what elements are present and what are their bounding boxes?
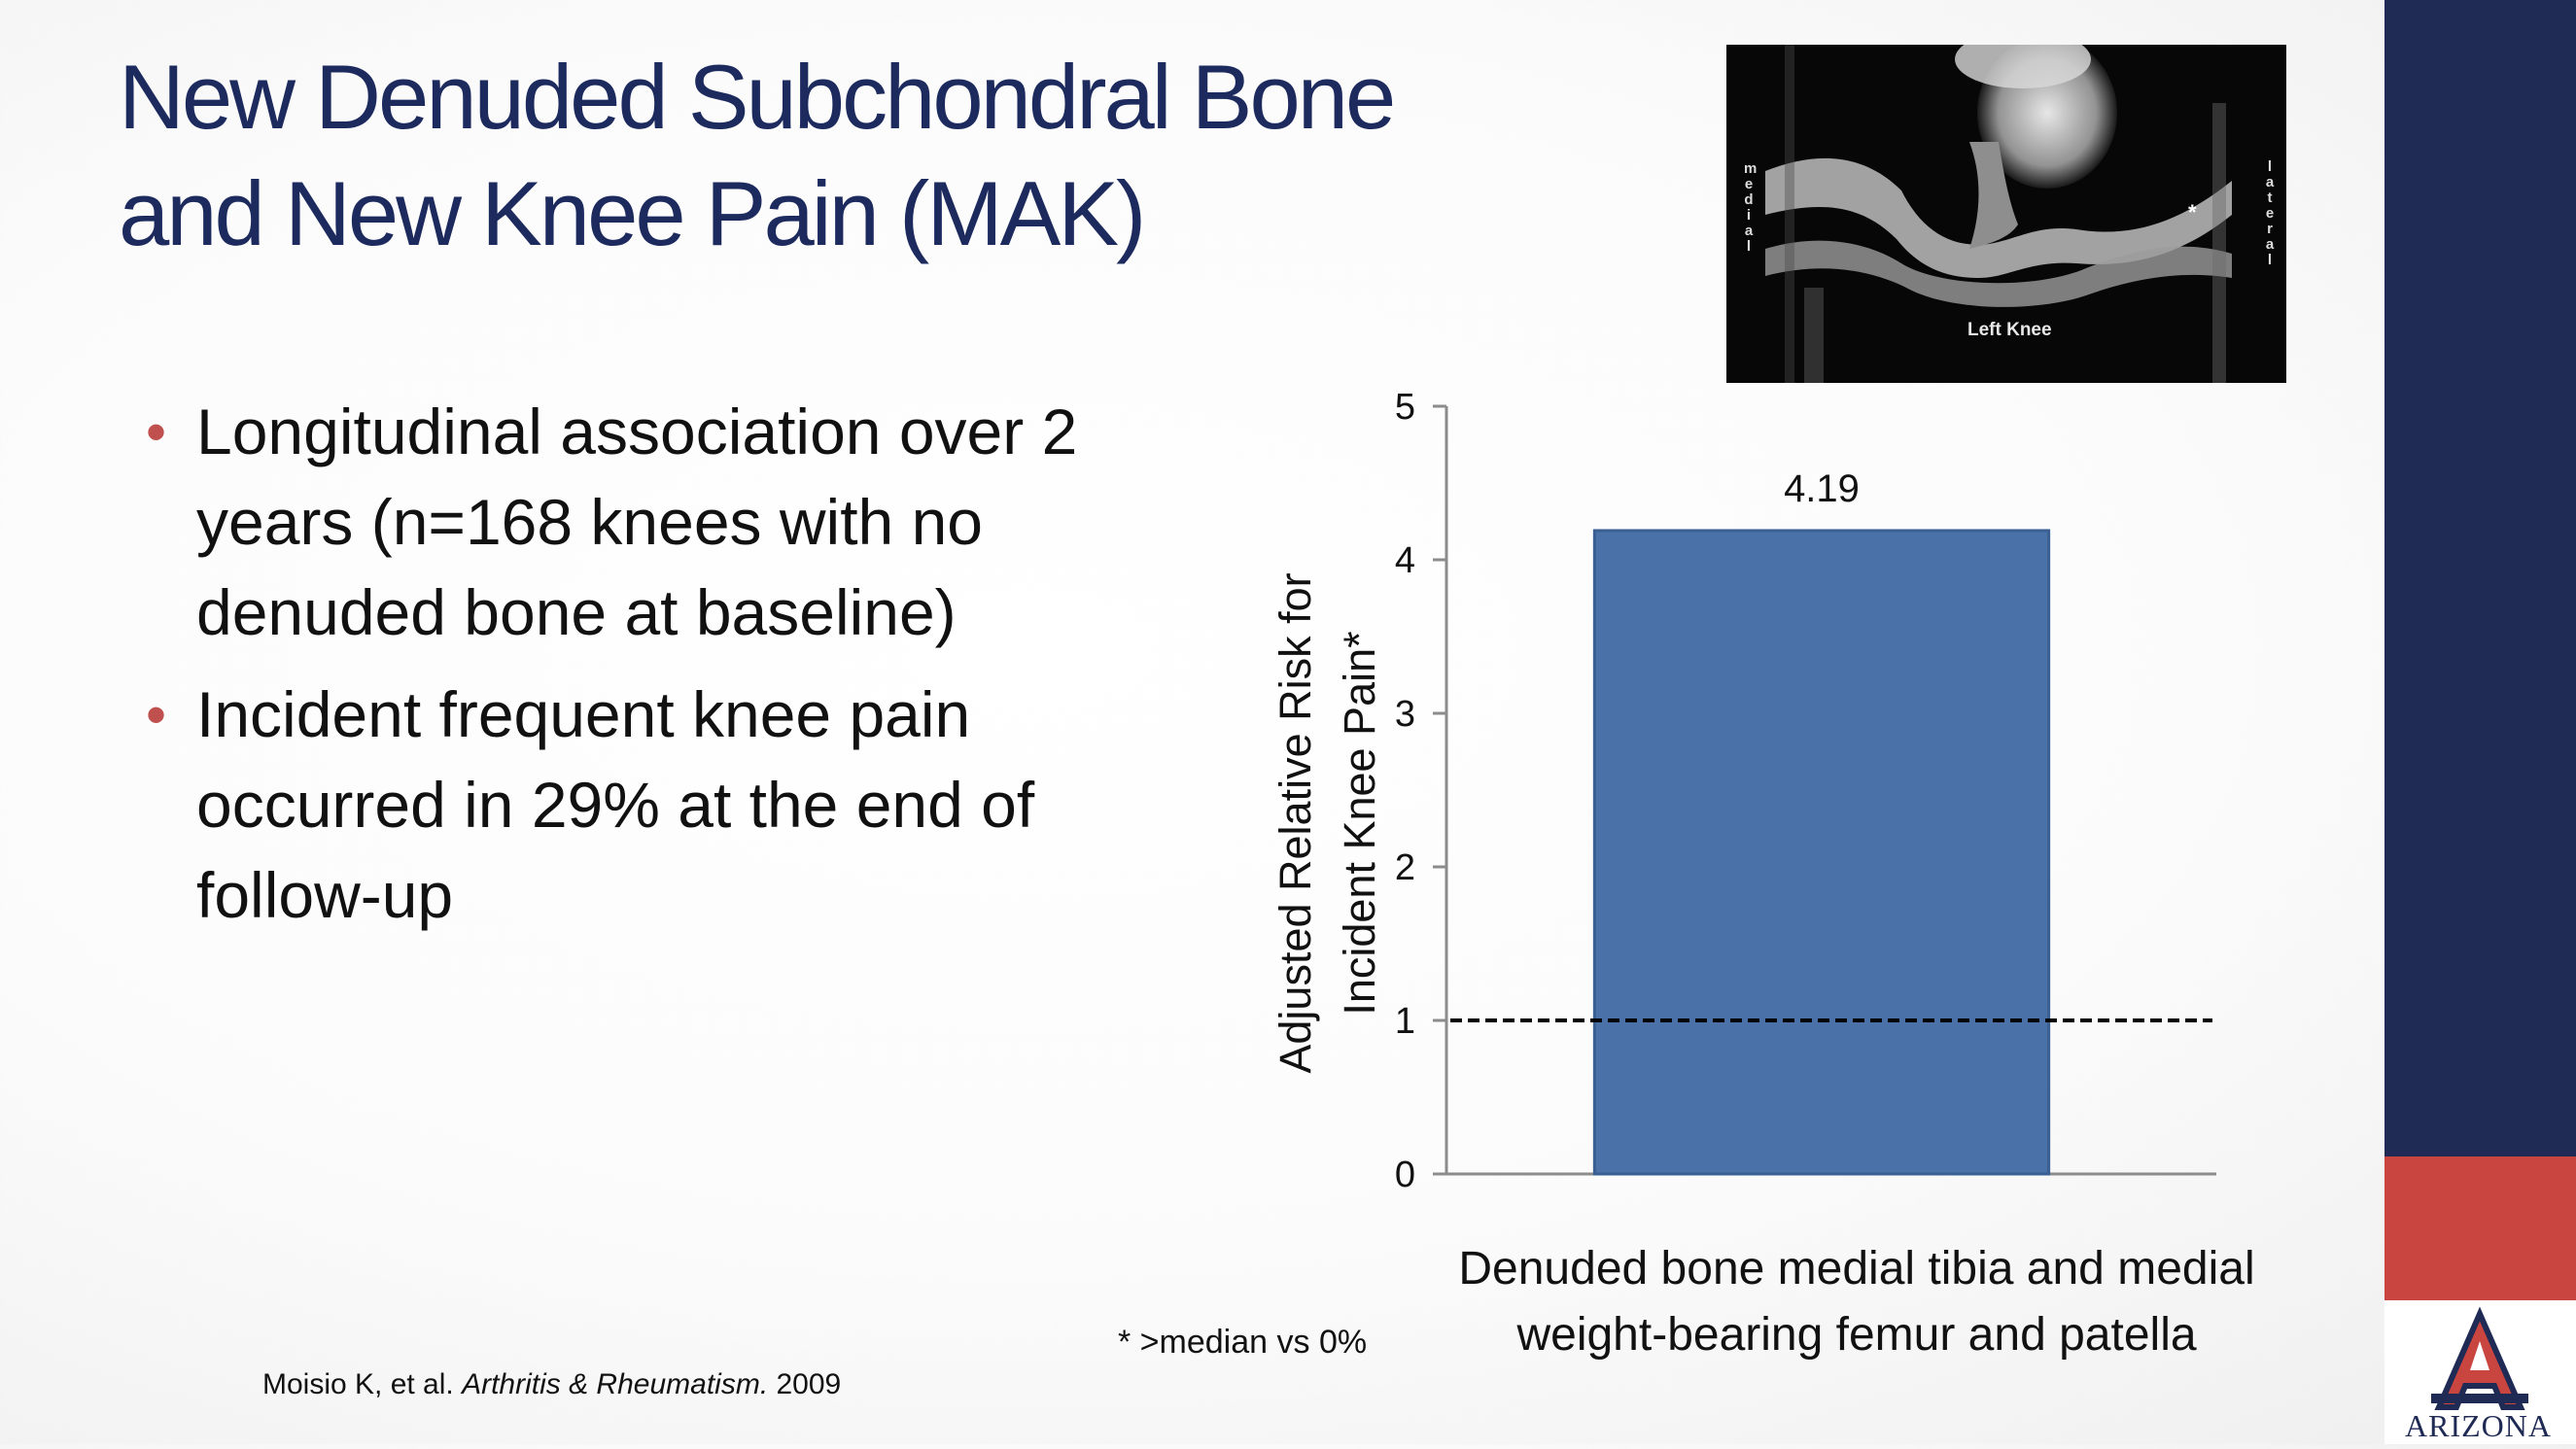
citation: Moisio K, et al. Arthritis & Rheumatism.… [262, 1368, 841, 1401]
bullet-dot-icon: • [146, 399, 167, 465]
mri-medial-label: medial [1744, 160, 1758, 255]
bullet-item: • Longitudinal association over 2 years (… [146, 387, 1225, 658]
y-tick-label: 0 [1395, 1155, 1415, 1195]
chart-footnote: * >median vs 0% [1118, 1324, 1368, 1361]
bullet-item: • Incident frequent knee pain occurred in… [146, 670, 1225, 941]
citation-year: 2009 [768, 1368, 842, 1400]
mri-illustration [1726, 45, 2286, 383]
chart-svg: 0 1 2 3 4 5 4.19 [1395, 387, 2216, 1195]
bar [1592, 529, 2051, 1176]
chart-category-label: Denuded bone medial tibia and medial wei… [1458, 1243, 2255, 1361]
logo-wordmark: ARIZONA [2405, 1408, 2552, 1443]
slide-title-line2: and New Knee Pain (MAK) [119, 162, 1146, 264]
citation-authors: Moisio K, et al. [262, 1368, 463, 1400]
mri-lateral-label: lateral [2265, 158, 2275, 268]
bullet-text: Incident frequent knee pain occurred in … [196, 678, 1035, 931]
bullet-text: Longitudinal association over 2 years (n… [196, 396, 1078, 648]
citation-journal: Arthritis & Rheumatism. [462, 1368, 769, 1400]
y-tick-label: 4 [1395, 540, 1415, 581]
mri-asterisk: * [2188, 200, 2197, 224]
y-tick-label: 1 [1395, 1001, 1415, 1042]
bullet-dot-icon: • [146, 682, 167, 747]
bullet-list: • Longitudinal association over 2 years (… [146, 387, 1225, 952]
y-tick-label: 2 [1395, 847, 1415, 888]
chart-ylabel: Adjusted Relative Risk for Incident Knee… [1271, 572, 1384, 1074]
arizona-a-logo-icon [2431, 1306, 2528, 1410]
slide-title: New Denuded Subchondral Bone and New Kne… [119, 39, 1577, 272]
y-tick-label: 5 [1395, 387, 1415, 428]
y-tick-label: 3 [1395, 694, 1415, 735]
mri-image: medial lateral * Left Knee [1726, 45, 2286, 383]
mri-knee-label: Left Knee [1967, 320, 2052, 340]
slide-title-line1: New Denuded Subchondral Bone [119, 46, 1396, 148]
relative-risk-chart: 0 1 2 3 4 5 4.19 [1244, 369, 2314, 1380]
bar-data-label: 4.19 [1784, 467, 1860, 510]
university-logo [2385, 1300, 2576, 1444]
brand-sidebar-accent [2385, 1156, 2576, 1300]
